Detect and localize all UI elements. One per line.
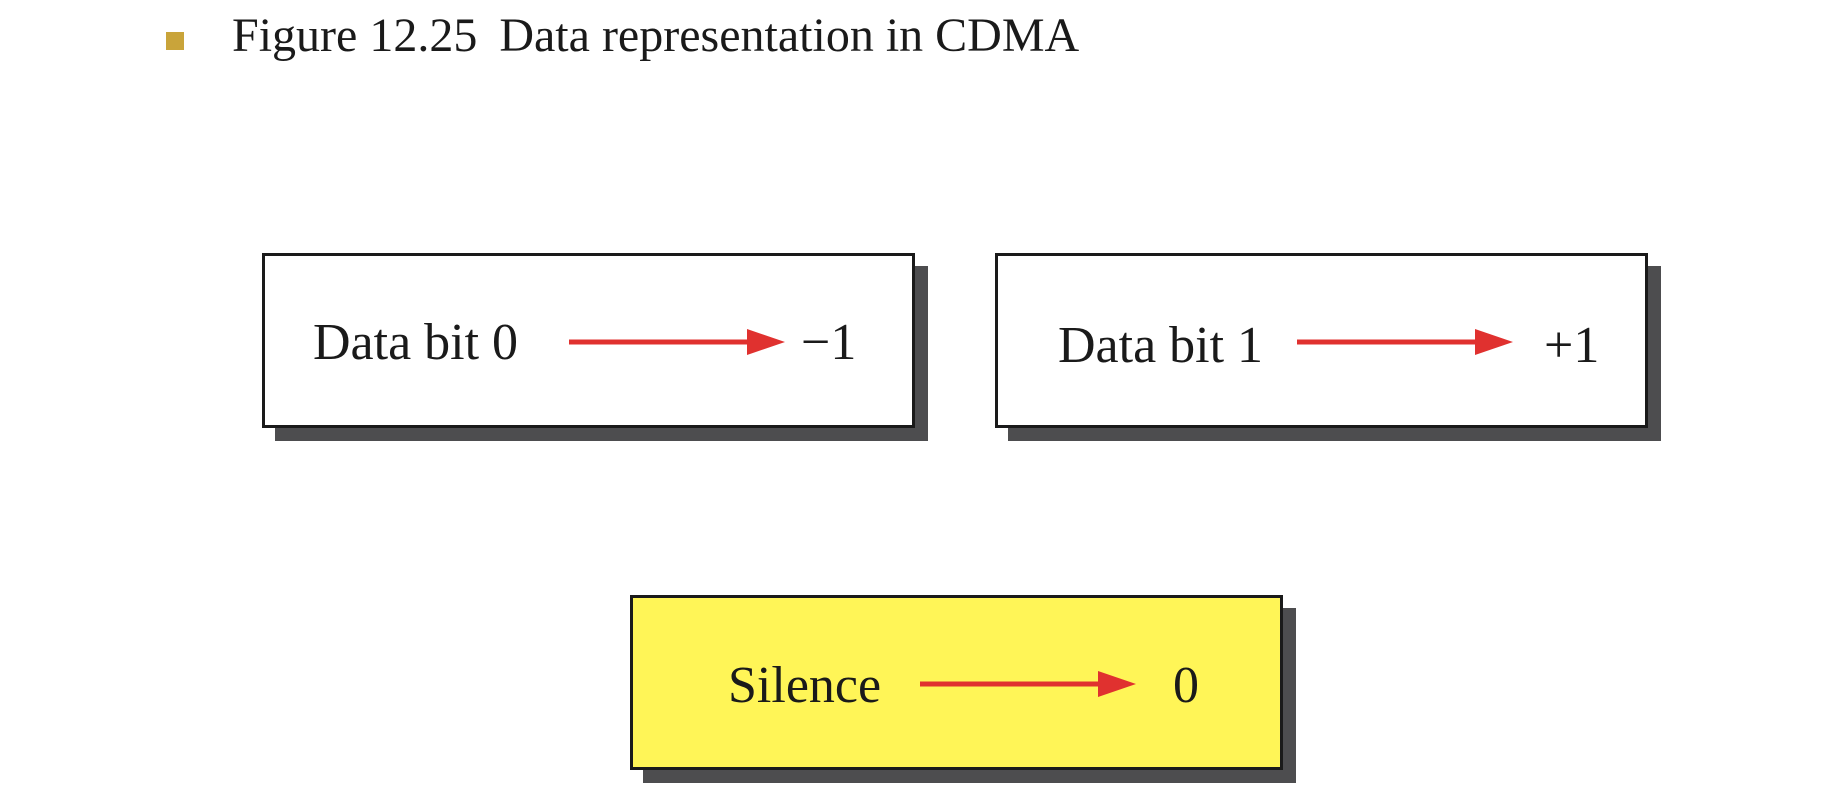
figure-number: Figure 12.25	[232, 9, 478, 62]
mapping-box-data-bit-0: Data bit 0 −1	[262, 253, 915, 428]
mapping-label: Data bit 0	[313, 314, 519, 371]
bullet-square-icon	[166, 32, 184, 50]
mapping-value: −1	[801, 314, 857, 371]
mapping-value: 0	[1173, 657, 1199, 714]
figure-caption: Data representation in CDMA	[499, 9, 1080, 62]
figure-title: Figure 12.25 Data representation in CDMA	[232, 6, 1079, 66]
arrow-head	[747, 329, 785, 355]
mapping-value: +1	[1544, 317, 1600, 374]
arrow-head	[1475, 329, 1513, 355]
right-arrow-icon	[569, 329, 785, 355]
right-arrow-icon	[1297, 329, 1513, 355]
right-arrow-icon	[920, 671, 1136, 697]
mapping-box-silence: Silence 0	[630, 595, 1283, 770]
bullet-square-shape	[166, 32, 184, 50]
mapping-label: Silence	[728, 657, 882, 714]
mapping-label: Data bit 1	[1058, 317, 1264, 374]
mapping-box-data-bit-1: Data bit 1 +1	[995, 253, 1648, 428]
arrow-head	[1098, 671, 1136, 697]
